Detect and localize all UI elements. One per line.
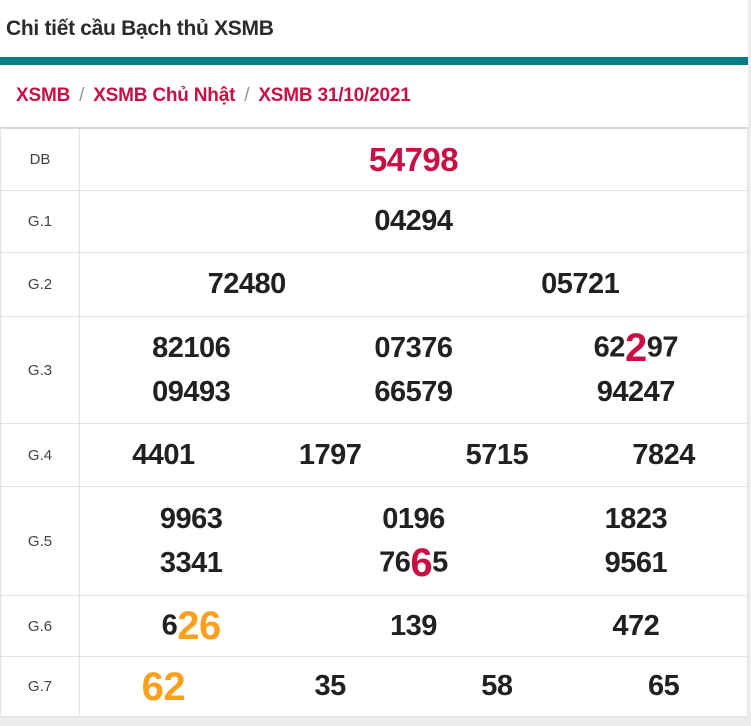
highlighted-digit: 54798: [368, 141, 459, 178]
row-label: G.1: [1, 191, 80, 252]
prize-number: 66579: [374, 375, 453, 408]
highlighted-digit: 2: [624, 326, 647, 370]
prize-cell: 04294: [80, 207, 747, 236]
table-row-db: DB 54798: [1, 129, 747, 191]
row-values: 4401 1797 5715 7824: [80, 424, 747, 486]
prize-cell: 58: [414, 672, 581, 701]
prize-number: 35: [314, 670, 346, 702]
prize-cell: 35: [247, 672, 414, 701]
prize-cell: 62: [80, 667, 247, 707]
table-row-g4: G.4 4401 1797 5715 7824: [1, 424, 747, 487]
prize-number: 6: [161, 609, 178, 642]
row-label: G.4: [1, 424, 80, 486]
row-values: 9963 0196 1823 3341 7665 9561: [80, 487, 747, 595]
prize-number: 5: [432, 546, 448, 579]
highlighted-digit: 62: [141, 664, 186, 709]
prize-number: 09493: [152, 375, 231, 408]
prize-cell: 626: [80, 606, 302, 646]
prize-number: 97: [646, 331, 679, 364]
prize-cell: 7665: [302, 543, 524, 583]
row-values: 72480 05721: [80, 253, 747, 316]
prize-number: 472: [612, 609, 660, 642]
prize-cell: 7824: [580, 438, 747, 471]
prize-number: 07376: [374, 331, 453, 364]
highlighted-digit: 26: [177, 604, 221, 648]
highlighted-digit: 6: [410, 541, 433, 585]
lottery-results-table: DB 54798 G.1 04294 G.2 72480 05721 G.3 82106 0737…: [0, 127, 748, 717]
prize-cell: 1797: [247, 438, 414, 471]
prize-number: 76: [379, 546, 411, 579]
table-row-g2: G.2 72480 05721: [1, 253, 747, 317]
prize-number: 1797: [298, 438, 362, 471]
row-label: G.2: [1, 253, 80, 316]
row-values: 82106 07376 62297 09493 66579 94247: [80, 317, 747, 423]
prize-cell: 3341: [80, 546, 302, 579]
table-row-g5: G.5 9963 0196 1823 3341 7665 9561: [1, 487, 747, 596]
title-bar: Chi tiết cầu Bạch thủ XSMB: [0, 0, 748, 57]
breadcrumb-link-xsmb[interactable]: XSMB: [16, 85, 71, 106]
prize-cell: 82106: [80, 331, 302, 364]
prize-number: 62: [593, 331, 626, 364]
prize-number: 65: [647, 670, 680, 702]
prize-cell: 5715: [414, 438, 581, 471]
breadcrumb-separator: /: [79, 85, 85, 106]
prize-number: 3341: [159, 546, 223, 579]
prize-number: 7824: [632, 438, 695, 471]
row-values: 04294: [80, 191, 747, 252]
prize-number: 139: [390, 609, 437, 642]
prize-cell: 1823: [525, 502, 747, 535]
prize-number: 9561: [604, 546, 668, 579]
table-row-g7: G.7 62 35 58 65: [1, 657, 747, 717]
prize-number: 05721: [541, 268, 620, 300]
teal-accent-bar: [0, 57, 748, 65]
row-label: DB: [1, 129, 80, 190]
prize-cell: 4401: [80, 438, 247, 471]
prize-cell: 09493: [80, 375, 302, 408]
row-label: G.5: [1, 487, 80, 595]
prize-number: 04294: [374, 205, 453, 237]
row-values: 626 139 472: [80, 596, 747, 656]
page-title: Chi tiết cầu Bạch thủ XSMB: [6, 16, 274, 40]
breadcrumb: XSMB / XSMB Chủ Nhật / XSMB 31/10/2021: [0, 65, 748, 127]
row-label: G.7: [1, 657, 80, 716]
prize-cell: 72480: [80, 270, 414, 299]
prize-number: 1823: [604, 502, 668, 535]
prize-cell: 62297: [525, 328, 747, 368]
prize-number: 72480: [207, 268, 287, 300]
row-label: G.6: [1, 596, 80, 656]
prize-cell: 9963: [80, 502, 302, 535]
prize-cell: 94247: [525, 375, 747, 408]
prize-number: 9963: [159, 502, 223, 535]
prize-number: 0196: [382, 502, 445, 535]
breadcrumb-separator: /: [244, 85, 250, 106]
prize-cell: 9561: [525, 546, 747, 579]
prize-cell: 65: [580, 672, 747, 701]
row-values: 62 35 58 65: [80, 657, 747, 716]
prize-cell: 472: [525, 609, 747, 642]
row-values: 54798: [80, 129, 747, 190]
prize-cell: 54798: [80, 143, 747, 176]
prize-cell: 07376: [302, 331, 524, 364]
prize-number: 5715: [465, 438, 529, 471]
table-row-g1: G.1 04294: [1, 191, 747, 253]
breadcrumb-link-xsmb-chu-nhat[interactable]: XSMB Chủ Nhật: [93, 85, 236, 106]
prize-cell: 0196: [302, 502, 524, 535]
breadcrumb-link-xsmb-date[interactable]: XSMB 31/10/2021: [258, 85, 411, 106]
prize-cell: 66579: [302, 375, 524, 408]
prize-number: 82106: [152, 331, 231, 364]
table-row-g6: G.6 626 139 472: [1, 596, 747, 657]
prize-number: 58: [481, 670, 513, 702]
table-row-g3: G.3 82106 07376 62297 09493 66579 94247: [1, 317, 747, 424]
prize-cell: 05721: [414, 270, 748, 299]
prize-cell: 139: [302, 609, 524, 642]
prize-number: 94247: [596, 375, 676, 408]
prize-number: 4401: [132, 438, 195, 471]
row-label: G.3: [1, 317, 80, 423]
